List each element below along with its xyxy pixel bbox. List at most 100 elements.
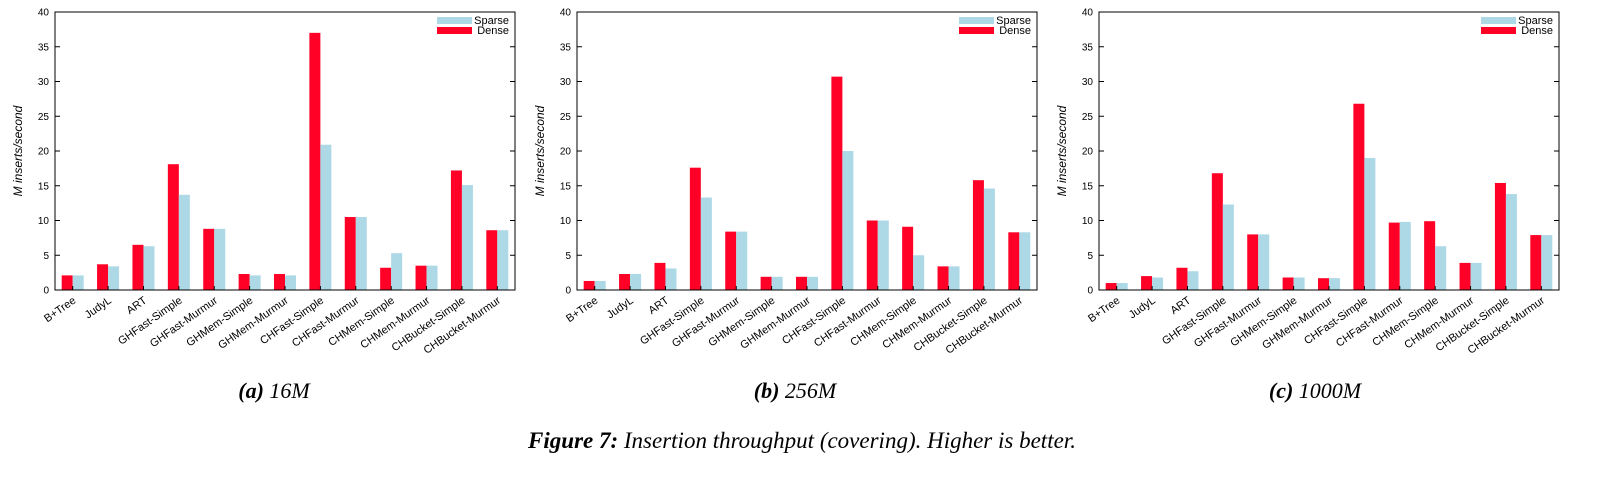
y-tick-label: 0	[1087, 286, 1093, 297]
legend-swatch-sparse	[959, 17, 994, 24]
bar-dense	[619, 274, 631, 290]
bar-dense	[1530, 235, 1542, 290]
legend-label-dense: Dense	[477, 25, 509, 37]
x-tick-label: B+Tree	[42, 295, 78, 325]
legend-label-dense: Dense	[999, 25, 1031, 37]
bar-sparse	[426, 265, 438, 290]
y-tick-label: 30	[1082, 77, 1094, 88]
panel-caption-b: (b) 256M	[645, 378, 945, 404]
bar-sparse	[983, 188, 995, 290]
y-tick-label: 35	[1082, 42, 1094, 53]
y-axis-label: M inserts/second	[11, 105, 25, 196]
y-tick-label: 30	[560, 77, 572, 88]
bar-sparse	[355, 217, 367, 290]
y-tick-label: 25	[560, 112, 572, 123]
bar-dense	[61, 275, 73, 290]
bar-dense	[450, 170, 462, 290]
bar-sparse	[461, 185, 473, 290]
bar-sparse	[700, 197, 712, 290]
bar-sparse	[285, 275, 296, 290]
bar-sparse	[771, 276, 783, 290]
legend-label-sparse: Sparse	[996, 15, 1031, 27]
bar-dense	[796, 276, 807, 290]
panel-title: 1000M	[1298, 378, 1362, 403]
bar-sparse	[736, 231, 748, 290]
y-tick-label: 15	[1082, 181, 1094, 192]
bar-sparse	[1329, 278, 1340, 290]
bar-sparse	[497, 230, 509, 290]
panel-label: (b)	[753, 378, 780, 403]
y-tick-label: 5	[43, 251, 49, 262]
bar-sparse	[1435, 246, 1447, 290]
bar-sparse	[948, 266, 960, 290]
bar-sparse	[391, 253, 403, 290]
bar-dense	[937, 266, 949, 290]
bar-dense	[1353, 103, 1365, 291]
legend-label-sparse: Sparse	[1518, 15, 1553, 27]
bar-sparse	[108, 266, 120, 290]
bar-dense	[1008, 232, 1020, 290]
bar-sparse	[1399, 221, 1411, 290]
bar-sparse	[630, 274, 642, 290]
figure-caption-text: Insertion throughput (covering). Higher …	[618, 428, 1076, 453]
plot-frame	[576, 11, 1038, 291]
y-tick-label: 10	[560, 216, 572, 227]
x-tick-label: JudyL	[83, 295, 114, 322]
panel-title: 256M	[784, 378, 837, 403]
bar-dense	[203, 228, 215, 290]
y-tick-label: 15	[560, 181, 572, 192]
bar-sparse	[1541, 235, 1553, 290]
bar-dense	[1211, 173, 1223, 290]
bar-dense	[132, 244, 144, 290]
bar-sparse	[1258, 234, 1270, 290]
bar-dense	[167, 164, 179, 290]
y-tick-label: 25	[1082, 112, 1094, 123]
bar-sparse	[1364, 157, 1376, 290]
bar-sparse	[214, 228, 226, 290]
chart-panel-1: B+Tree JudyL ARTGHFast-SimpleGHFast-Murmur…	[11, 8, 516, 357]
legend-swatch-sparse	[437, 17, 472, 24]
legend-label-sparse: Sparse	[474, 15, 509, 27]
y-tick-label: 25	[38, 112, 50, 123]
bar-dense	[274, 274, 285, 290]
y-tick-label: 35	[560, 42, 572, 53]
bar-sparse	[807, 276, 818, 290]
y-tick-label: 0	[43, 286, 49, 297]
x-tick-label: JudyL	[605, 295, 636, 322]
bar-sparse	[1293, 277, 1305, 290]
bar-sparse	[913, 255, 925, 290]
plot-frame	[54, 11, 516, 291]
bar-dense	[415, 265, 427, 290]
bar-sparse	[1222, 204, 1234, 290]
y-tick-label: 20	[1082, 147, 1094, 158]
panel-title: 16M	[269, 378, 310, 403]
x-tick-label: JudyL	[1127, 295, 1158, 322]
y-tick-label: 30	[38, 77, 50, 88]
chart-panel-2: B+Tree JudyL ARTGHFast-SimpleGHFast-Murmur…	[533, 8, 1038, 357]
x-tick-label: B+Tree	[564, 295, 600, 325]
figure-caption-label: Figure 7:	[528, 428, 619, 453]
legend-swatch-sparse	[1481, 17, 1516, 24]
bar-sparse	[249, 275, 261, 290]
y-tick-label: 40	[38, 8, 50, 19]
y-tick-label: 40	[1082, 8, 1094, 19]
x-tick-label: B+Tree	[1086, 295, 1122, 325]
figure-caption: Figure 7: Insertion throughput (covering…	[0, 428, 1604, 454]
plot-frame	[1098, 11, 1560, 291]
bar-dense	[689, 167, 701, 290]
bar-sparse	[1116, 283, 1128, 290]
bar-dense	[1105, 283, 1117, 290]
x-tick-label: ART	[124, 294, 149, 316]
y-tick-label: 10	[38, 216, 50, 227]
bar-dense	[654, 262, 666, 290]
bar-dense	[725, 231, 737, 290]
y-tick-label: 5	[565, 251, 571, 262]
bar-sparse	[1505, 194, 1517, 290]
bar-dense	[1282, 277, 1294, 290]
bar-dense	[1459, 262, 1471, 290]
legend-swatch-dense	[1481, 27, 1516, 34]
panel-label: (c)	[1268, 378, 1294, 403]
bar-dense	[831, 76, 843, 290]
bar-sparse	[143, 246, 155, 290]
